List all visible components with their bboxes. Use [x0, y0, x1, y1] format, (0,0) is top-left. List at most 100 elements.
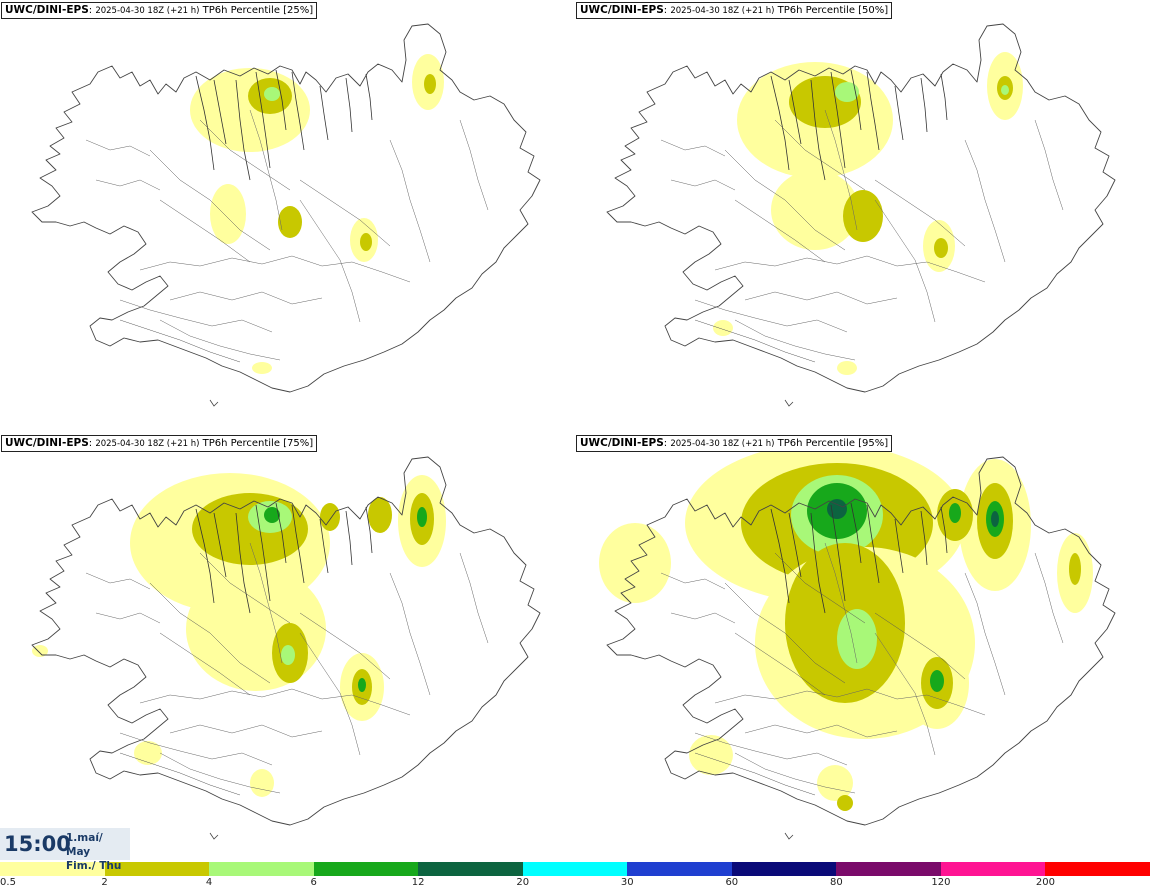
precip-contour	[713, 320, 733, 336]
boundary-line	[459, 119, 489, 211]
legend-tick: 200	[1035, 877, 1055, 888]
boundary-line	[670, 179, 736, 191]
fjord-line	[291, 504, 305, 584]
precip-contour	[771, 170, 859, 250]
legend-swatch	[836, 862, 941, 876]
boundary-line	[824, 542, 858, 664]
fjord-line	[830, 71, 846, 169]
road-line	[874, 179, 966, 247]
legend-swatch	[940, 862, 1046, 876]
legend-tick: 30	[620, 877, 634, 888]
fjord-line	[365, 506, 373, 554]
road-line	[199, 119, 291, 191]
boundary-line	[299, 632, 361, 756]
panel-title: UWC/DINI-EPS: 2025-04-30 18Z (+21 h) TP6…	[576, 435, 893, 452]
precip-contour	[320, 503, 340, 531]
model-name: UWC/DINI-EPS	[580, 437, 664, 449]
precip-contour	[837, 609, 877, 669]
boundary-line	[139, 688, 411, 716]
panel-top-right: UWC/DINI-EPS: 2025-04-30 18Z (+21 h) TP6…	[575, 0, 1150, 430]
fjord-line	[275, 502, 287, 564]
fjord-line	[810, 79, 826, 181]
island-outline	[209, 832, 219, 840]
valid-time-clock: 15:00	[4, 832, 71, 856]
field-name: TP6h Percentile [25%]	[202, 5, 314, 16]
boundary-line	[714, 688, 986, 716]
iceland-precip-map	[0, 0, 575, 430]
iceland-precip-map	[575, 0, 1150, 430]
boundary-line	[389, 139, 431, 263]
valid-time-date: 1.maí/ May Fim./ Thu	[66, 831, 130, 873]
precip-contour	[843, 190, 883, 242]
boundary-line	[159, 752, 281, 794]
fjord-line	[940, 506, 948, 554]
legend-tick: 80	[829, 877, 843, 888]
fjord-line	[866, 71, 880, 151]
road-line	[694, 319, 816, 363]
coastline	[31, 456, 541, 826]
fjord-line	[770, 75, 790, 171]
fjord-line	[345, 77, 353, 133]
precip-field	[599, 443, 1093, 811]
precip-field	[713, 52, 1023, 375]
fjord-line	[275, 69, 287, 131]
valid-date-line2: Fim./ Thu	[66, 860, 122, 872]
road-line	[724, 582, 846, 684]
boundary-line	[1034, 119, 1064, 211]
valid-date-line1: 1.maí/ May	[66, 832, 103, 858]
boundary-line	[744, 724, 898, 738]
fjord-line	[213, 512, 227, 578]
precip-contour	[252, 362, 272, 374]
region-boundaries	[85, 109, 489, 361]
boundary-line	[249, 542, 283, 664]
fjord-line	[788, 512, 802, 578]
run-time: 2025-04-30 18Z (+21 h)	[670, 6, 775, 16]
boundary-line	[119, 299, 273, 333]
fjord-line	[291, 71, 305, 151]
precip-contour	[281, 645, 295, 665]
precip-contour	[358, 678, 366, 692]
road-line	[874, 612, 966, 680]
fjord-line	[345, 510, 353, 566]
iceland-precip-map	[0, 433, 575, 863]
fjord-line	[830, 504, 846, 602]
model-name: UWC/DINI-EPS	[580, 4, 664, 16]
run-time: 2025-04-30 18Z (+21 h)	[95, 6, 200, 16]
precip-contour	[930, 670, 944, 692]
boundary-line	[964, 572, 1006, 696]
road-line	[724, 149, 846, 251]
fjord-lines	[195, 502, 373, 614]
precip-contour	[1069, 553, 1081, 585]
precip-field	[32, 473, 446, 797]
precip-contour	[827, 499, 847, 519]
fjord-line	[866, 504, 880, 584]
legend-swatch	[418, 862, 523, 876]
boundary-line	[85, 139, 151, 157]
precip-contour	[949, 503, 961, 523]
boundary-line	[734, 752, 856, 794]
precip-contour	[134, 741, 162, 765]
region-boundaries	[660, 542, 1064, 794]
road-lines	[694, 552, 966, 796]
boundary-line	[874, 632, 936, 756]
fjord-line	[365, 73, 373, 121]
valid-time-box: 15:00 1.maí/ May Fim./ Thu	[0, 828, 130, 872]
fjord-lines	[770, 502, 948, 614]
boundary-line	[389, 572, 431, 696]
precip-contour	[817, 765, 853, 801]
precip-contour	[599, 523, 671, 603]
boundary-line	[139, 255, 411, 283]
fjord-line	[195, 508, 215, 604]
iceland-precip-map	[575, 433, 1150, 863]
fjord-line	[235, 512, 251, 614]
road-lines	[694, 119, 966, 363]
road-line	[149, 582, 271, 684]
field-name: TP6h Percentile [50%]	[777, 5, 889, 16]
panel-title: UWC/DINI-EPS: 2025-04-30 18Z (+21 h) TP6…	[1, 435, 318, 452]
fjord-lines	[195, 69, 373, 181]
precip-contour	[278, 206, 302, 238]
boundary-line	[459, 552, 489, 644]
fjord-line	[810, 512, 826, 614]
precip-contour	[32, 645, 48, 657]
precip-contour	[991, 511, 999, 527]
